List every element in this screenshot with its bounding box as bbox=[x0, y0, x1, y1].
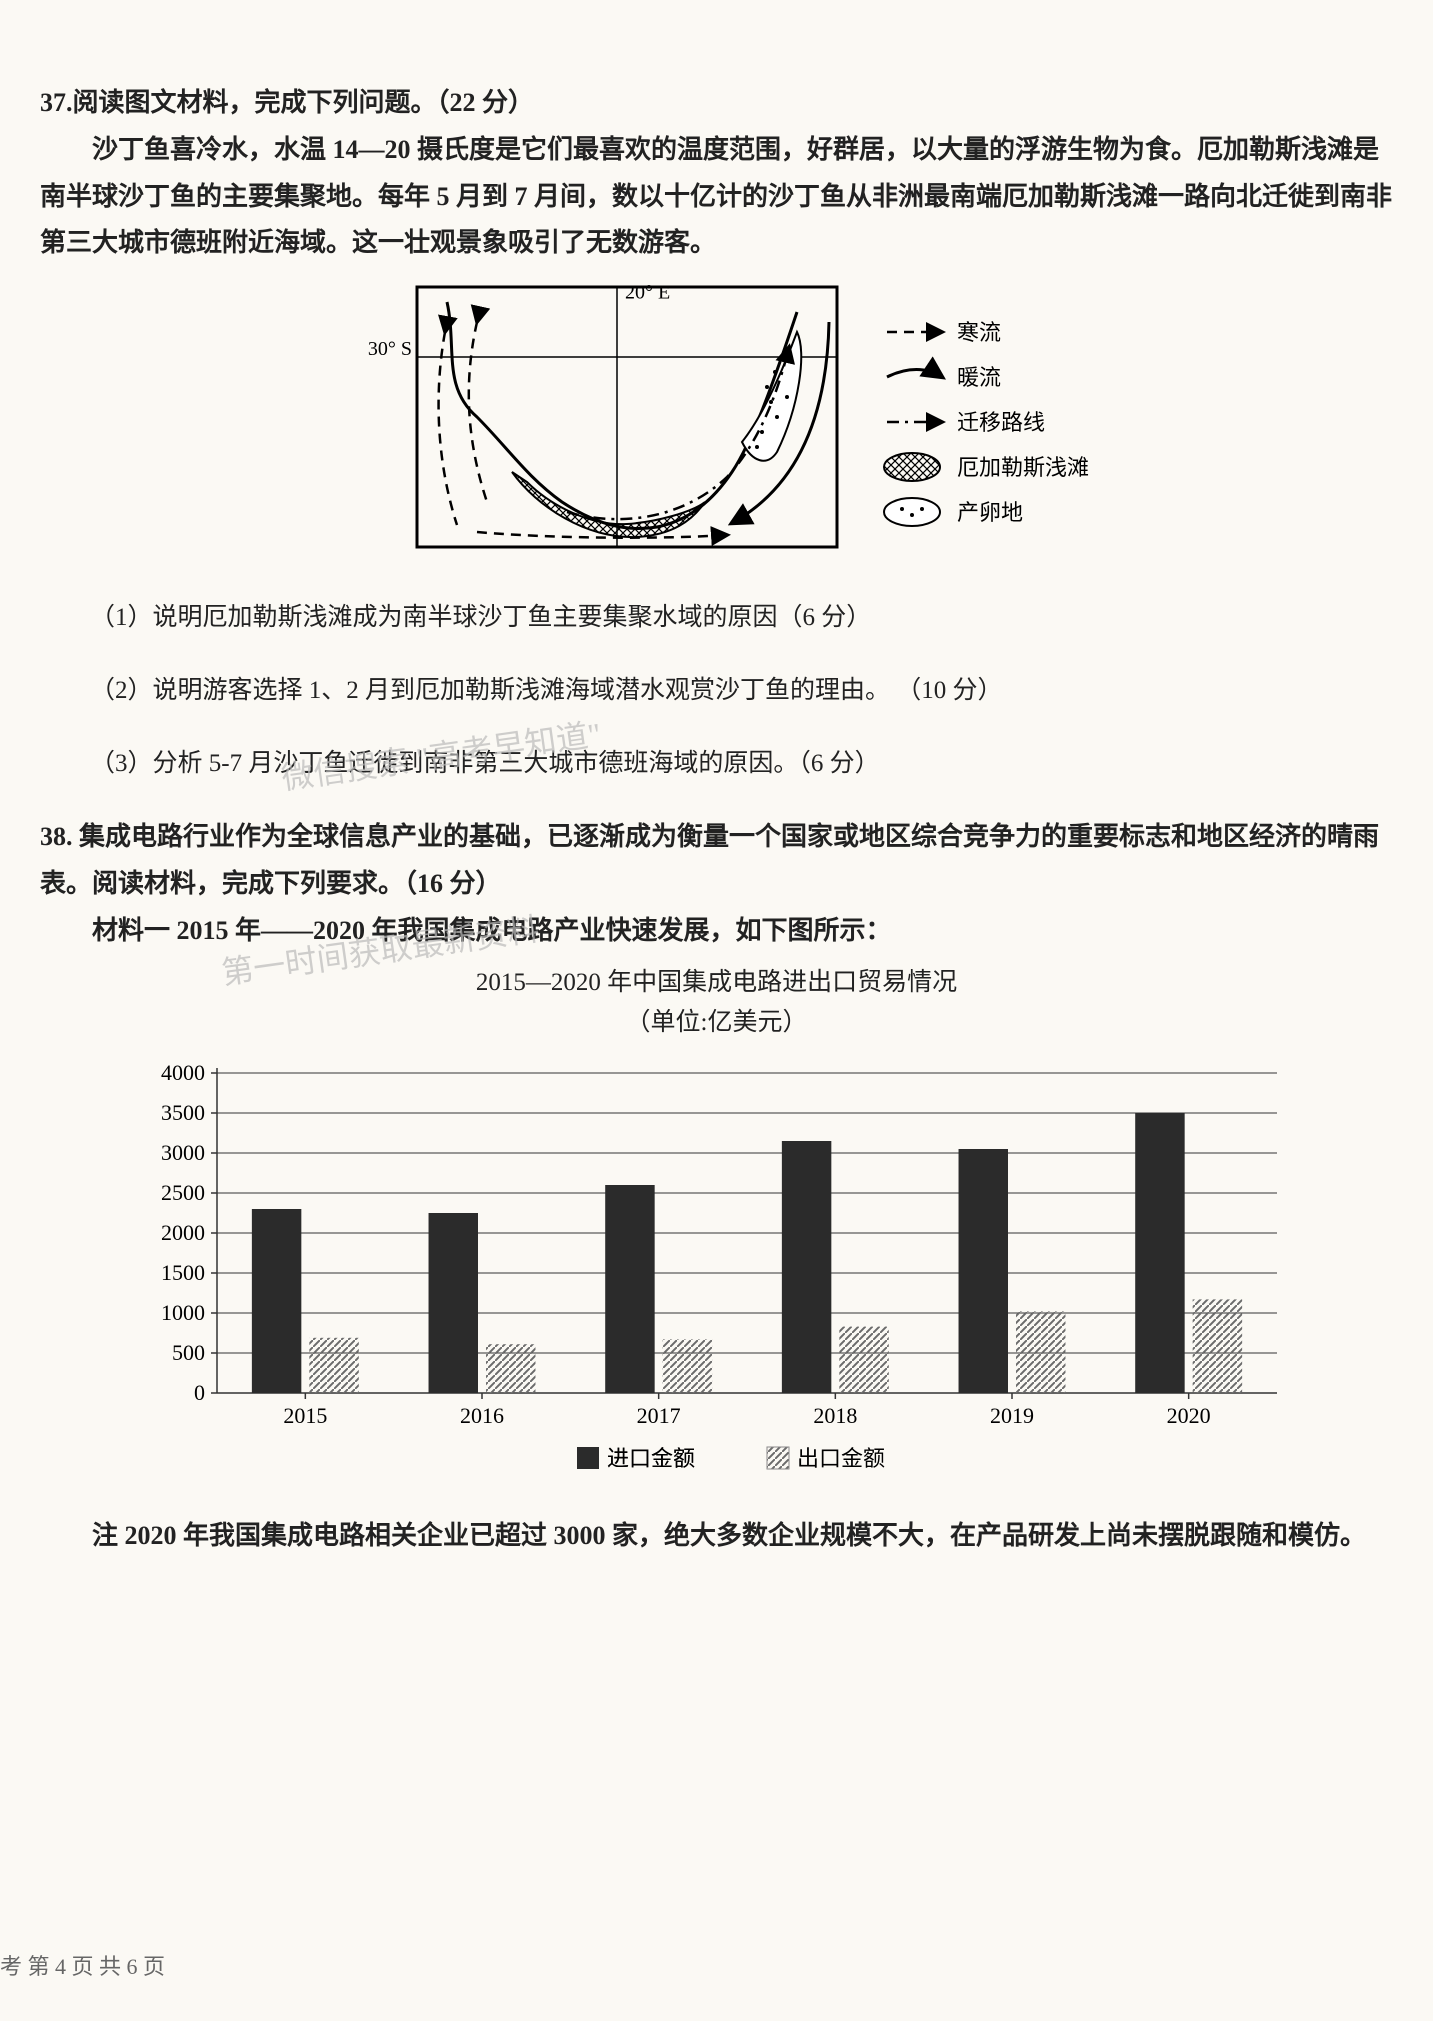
map-legend: 寒流 暖流 迁移路线 厄加勒斯浅滩 产卵地 bbox=[884, 320, 1089, 526]
q38-title: 38. 集成电路行业作为全球信息产业的基础，已逐渐成为衡量一个国家或地区综合竞争… bbox=[40, 814, 1393, 908]
svg-text:2019: 2019 bbox=[990, 1403, 1034, 1428]
q37-sub3: （3）分析 5-7 月沙丁鱼迁徙到南非第三大城市德班海域的原因。（6 分） bbox=[90, 741, 1393, 786]
svg-text:4000: 4000 bbox=[161, 1060, 205, 1085]
svg-text:2017: 2017 bbox=[636, 1403, 680, 1428]
svg-text:进口金额: 进口金额 bbox=[607, 1446, 695, 1471]
q37-title: 37.阅读图文材料，完成下列问题。（22 分） bbox=[40, 80, 1393, 127]
svg-text:3500: 3500 bbox=[161, 1100, 205, 1125]
q38-note: 注 2020 年我国集成电路相关企业已超过 3000 家，绝大多数企业规模不大，… bbox=[40, 1513, 1393, 1560]
svg-text:2500: 2500 bbox=[161, 1180, 205, 1205]
legend-spawn: 产卵地 bbox=[957, 500, 1023, 525]
svg-text:3000: 3000 bbox=[161, 1140, 205, 1165]
q37-paragraph: 沙丁鱼喜冷水，水温 14—20 摄氏度是它们最喜欢的温度范围，好群居，以大量的浮… bbox=[40, 127, 1393, 267]
q37-map-figure: 20° E 30° S bbox=[40, 277, 1393, 567]
legend-migration: 迁移路线 bbox=[957, 410, 1045, 435]
svg-text:1000: 1000 bbox=[161, 1300, 205, 1325]
q37-sub2: （2）说明游客选择 1、2 月到厄加勒斯浅滩海域潜水观赏沙丁鱼的理由。 （10 … bbox=[90, 668, 1393, 713]
svg-text:2000: 2000 bbox=[161, 1220, 205, 1245]
map-lon-label: 20° E bbox=[625, 282, 670, 304]
map-lat-label: 30° S bbox=[367, 338, 411, 360]
svg-text:2015: 2015 bbox=[283, 1403, 327, 1428]
svg-text:0: 0 bbox=[194, 1380, 205, 1405]
svg-text:出口金额: 出口金额 bbox=[797, 1446, 885, 1471]
svg-text:2016: 2016 bbox=[460, 1403, 504, 1428]
q37-sub1: （1）说明厄加勒斯浅滩成为南半球沙丁鱼主要集聚水域的原因（6 分） bbox=[90, 595, 1393, 640]
legend-warm: 暖流 bbox=[957, 365, 1001, 390]
svg-text:1500: 1500 bbox=[161, 1260, 205, 1285]
page-footer: 考 第 4 页 共 6 页 bbox=[0, 1949, 165, 1981]
q38-material1: 材料一 2015 年——2020 年我国集成电路产业快速发展，如下图所示： bbox=[40, 908, 1393, 955]
chart-title-2: （单位:亿美元） bbox=[40, 1003, 1393, 1043]
svg-text:500: 500 bbox=[172, 1340, 205, 1365]
legend-bank: 厄加勒斯浅滩 bbox=[957, 455, 1089, 480]
svg-text:2020: 2020 bbox=[1166, 1403, 1210, 1428]
svg-text:2018: 2018 bbox=[813, 1403, 857, 1428]
q38-chart: 0 500 1000 1500 2000 2500 3000 3500 4000 2015 2016… bbox=[40, 1053, 1393, 1483]
legend-cold: 寒流 bbox=[957, 320, 1001, 345]
chart-title-1: 2015—2020 年中国集成电路进出口贸易情况 bbox=[40, 963, 1393, 1003]
